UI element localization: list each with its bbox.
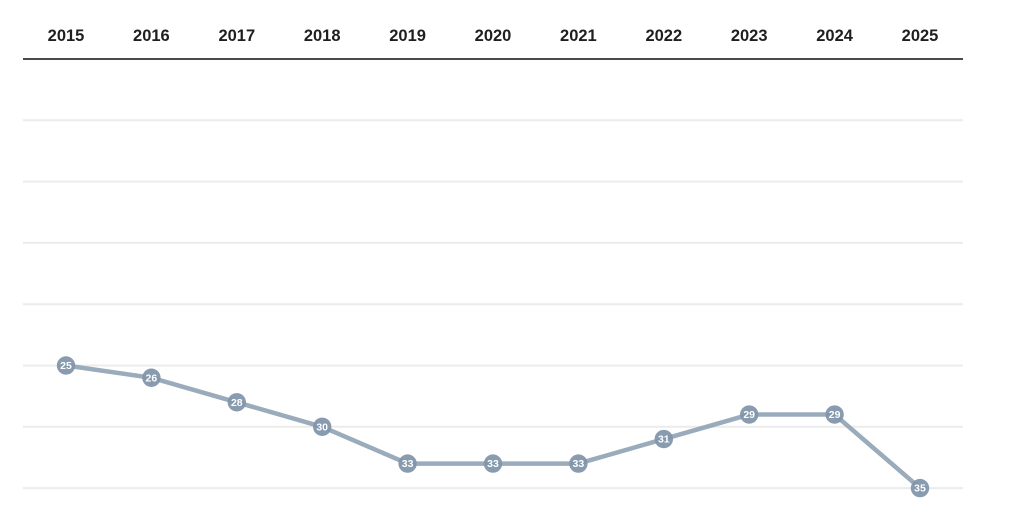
chart-point-value-label: 33 bbox=[487, 458, 499, 470]
chart-point-marker[interactable] bbox=[569, 454, 588, 473]
x-axis-tick-label: 2015 bbox=[48, 27, 85, 45]
chart-point[interactable]: 26 bbox=[142, 368, 161, 387]
x-axis-tick-label: 2020 bbox=[475, 27, 512, 45]
chart-point-marker[interactable] bbox=[910, 478, 930, 498]
chart-point-value-label: 31 bbox=[658, 434, 670, 446]
chart-point-value-label: 35 bbox=[914, 483, 926, 495]
chart-point-value-label: 33 bbox=[402, 458, 414, 470]
chart-point-marker[interactable] bbox=[825, 405, 844, 424]
chart-point[interactable]: 30 bbox=[313, 417, 332, 436]
chart-point-marker[interactable] bbox=[483, 454, 503, 473]
chart-point[interactable]: 28 bbox=[227, 393, 246, 412]
x-axis-tick-label: 2024 bbox=[816, 27, 854, 45]
chart-point[interactable]: 25 bbox=[56, 356, 76, 375]
chart-point[interactable]: 31 bbox=[654, 429, 673, 449]
x-axis-tick-label: 2017 bbox=[218, 27, 255, 45]
chart-point-marker[interactable] bbox=[398, 454, 417, 473]
chart-point-marker[interactable] bbox=[227, 393, 246, 412]
chart-point-value-label: 26 bbox=[146, 372, 158, 384]
chart-point-value-label: 33 bbox=[573, 458, 585, 470]
chart-point-value-label: 30 bbox=[316, 421, 328, 433]
x-axis-tick-label: 2025 bbox=[902, 27, 939, 45]
chart-point-value-label: 29 bbox=[743, 409, 755, 421]
chart-point[interactable]: 29 bbox=[825, 405, 844, 424]
x-axis-tick-label: 2023 bbox=[731, 27, 768, 45]
chart-point[interactable]: 33 bbox=[483, 454, 503, 473]
chart-point-value-label: 29 bbox=[829, 409, 841, 421]
chart-point[interactable]: 33 bbox=[398, 454, 417, 473]
x-axis-tick-label: 2022 bbox=[645, 27, 682, 45]
chart-point[interactable]: 29 bbox=[740, 405, 759, 424]
chart-point-marker[interactable] bbox=[654, 429, 673, 449]
x-axis-tick-label: 2018 bbox=[304, 27, 341, 45]
x-axis-tick-label: 2016 bbox=[133, 27, 170, 45]
chart-point-value-label: 28 bbox=[231, 397, 243, 409]
chart-point-marker[interactable] bbox=[740, 405, 759, 424]
chart-point-value-label: 25 bbox=[60, 360, 72, 372]
x-axis-tick-label: 2019 bbox=[389, 27, 426, 45]
chart-point-marker[interactable] bbox=[56, 356, 76, 375]
chart-point-marker[interactable] bbox=[313, 417, 332, 436]
chart-point[interactable]: 35 bbox=[910, 478, 930, 498]
chart-point-marker[interactable] bbox=[142, 368, 161, 387]
chart-point[interactable]: 33 bbox=[569, 454, 588, 473]
x-axis-tick-label: 2021 bbox=[560, 27, 597, 45]
